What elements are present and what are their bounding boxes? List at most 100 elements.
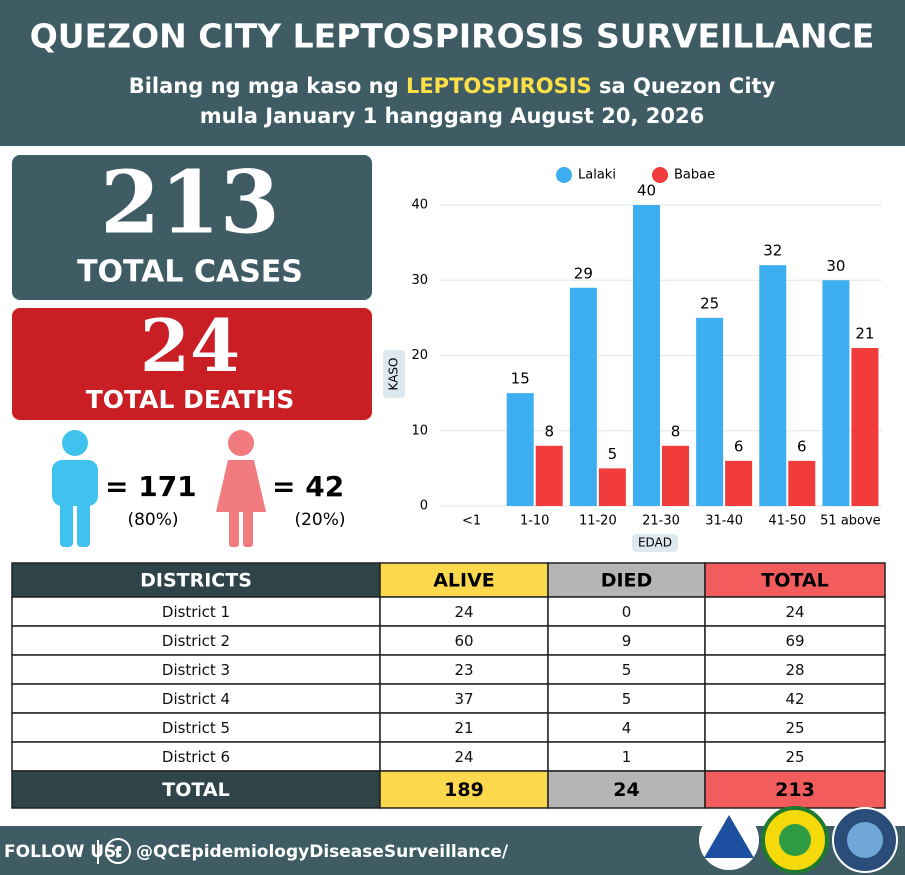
total-cases-label: TOTAL CASES	[77, 255, 303, 290]
value-label: 29	[574, 264, 593, 282]
bar	[662, 445, 689, 506]
cell-text: District 6	[162, 748, 230, 766]
cell-text: 69	[785, 632, 804, 650]
female-prefix: =	[272, 470, 295, 503]
cell-text: 0	[622, 603, 632, 621]
x-tick-label: 51 above	[820, 514, 881, 529]
header-text: DISTRICTS	[140, 570, 252, 592]
cell	[704, 712, 886, 743]
header-text: ALIVE	[433, 570, 495, 592]
y-tick-label: 10	[411, 423, 428, 438]
cell-text: District 1	[162, 603, 230, 621]
cell-text: 24	[454, 603, 473, 621]
cases-box	[12, 155, 372, 300]
logo-1-mark	[704, 815, 754, 858]
male-number: 171	[138, 470, 196, 503]
cell	[704, 596, 886, 627]
x-tick-label: 21-30	[642, 514, 680, 529]
follow-label: FOLLOW US:	[4, 842, 123, 862]
header-cell	[11, 770, 381, 809]
subtitle-pre: Bilang ng mga kaso ng	[129, 74, 399, 98]
header-cell	[547, 562, 706, 598]
y-tick-label: 30	[411, 273, 428, 288]
legend-label: Babae	[674, 168, 715, 183]
cell	[11, 625, 381, 656]
male-percent: (80%)	[127, 510, 178, 530]
y-tick-label: 0	[420, 499, 428, 514]
female-count: = 42	[272, 470, 344, 503]
female-percent: (20%)	[294, 510, 345, 530]
legend-label: Lalaki	[578, 168, 616, 183]
header-text: 213	[775, 779, 815, 801]
bar	[725, 460, 753, 506]
cell	[547, 683, 706, 714]
y-axis-label: KASO	[387, 358, 401, 391]
x-tick-label: 1-10	[520, 514, 550, 529]
value-label: 6	[797, 437, 807, 455]
y-tick-label: 40	[411, 198, 428, 213]
subtitle: Bilang ng mga kaso ng LEPTOSPIROSIS sa Q…	[129, 74, 776, 98]
cell-text: 37	[454, 690, 473, 708]
title: QUEZON CITY LEPTOSPIROSIS SURVEILLANCE	[30, 17, 875, 56]
cell-text: 28	[785, 661, 804, 679]
cell-text: 4	[622, 719, 632, 737]
cell-text: 9	[622, 632, 632, 650]
bar	[569, 287, 597, 506]
bar	[788, 460, 816, 506]
value-label: 5	[608, 445, 618, 463]
cell	[547, 712, 706, 743]
bar	[696, 317, 724, 506]
cell-text: 60	[454, 632, 473, 650]
header-text: DIED	[601, 570, 653, 592]
value-label: 15	[511, 370, 530, 388]
subtitle-line2: mula January 1 hanggang August 20, 2026	[200, 104, 704, 128]
male-prefix: =	[105, 470, 128, 503]
cell	[379, 741, 549, 772]
facebook-icon	[105, 838, 131, 864]
female-number: 42	[305, 470, 344, 503]
value-label: 8	[671, 422, 681, 440]
chart: 0 10 20 30 40 Lalaki Babae <1 1-10 15 8 11-20 29 5 21-…	[411, 167, 882, 529]
bar	[822, 280, 850, 506]
bar	[598, 468, 626, 506]
value-label: 6	[734, 437, 744, 455]
cell-text: District 2	[162, 632, 230, 650]
x-label-bg	[632, 534, 678, 552]
legend-swatch	[652, 167, 668, 183]
cell	[379, 596, 549, 627]
x-tick-label: <1	[462, 514, 481, 529]
header-band	[0, 0, 905, 146]
female-icon	[216, 430, 266, 547]
value-label: 8	[544, 422, 554, 440]
cell-text: 21	[454, 719, 473, 737]
legend-swatch	[556, 167, 572, 183]
table: DISTRICTS ALIVE DIED TOTAL District 1 24 0 24 Di…	[11, 562, 886, 809]
cell-text: 5	[622, 690, 632, 708]
logo-3-mark	[847, 822, 883, 858]
cell	[547, 654, 706, 685]
cell-text: District 4	[162, 690, 230, 708]
cell	[11, 712, 381, 743]
cell-text: 42	[785, 690, 804, 708]
value-label: 21	[855, 324, 874, 342]
bar	[535, 445, 563, 506]
male-icon	[52, 430, 98, 547]
cell-text: 25	[785, 719, 804, 737]
male-count: = 171	[105, 470, 197, 503]
x-tick-label: 41-50	[768, 514, 806, 529]
cell	[11, 683, 381, 714]
header-text: TOTAL	[162, 779, 229, 801]
facebook-handle: @QCEpidemiologyDiseaseSurveillance/	[136, 842, 509, 862]
cell-text: District 3	[162, 661, 230, 679]
cell	[704, 654, 886, 685]
header-cell	[379, 770, 549, 809]
bar	[759, 265, 787, 506]
header-cell	[704, 770, 886, 809]
value-label: 40	[637, 182, 656, 200]
total-deaths: 24	[140, 303, 240, 388]
logo-2-mark	[779, 824, 811, 856]
value-label: 30	[826, 257, 845, 275]
cell-text: 24	[454, 748, 473, 766]
facebook-f: f	[115, 844, 122, 862]
